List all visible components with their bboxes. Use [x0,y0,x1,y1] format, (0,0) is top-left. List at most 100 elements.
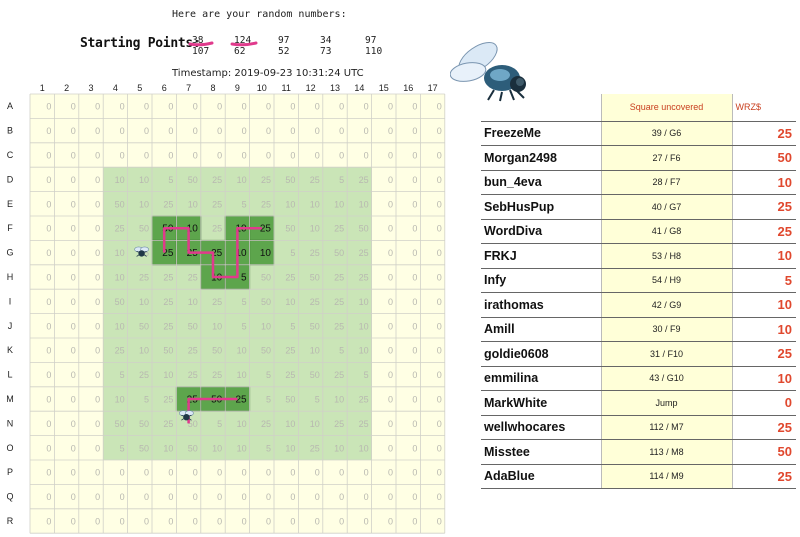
board-cell-value: 25 [285,273,295,283]
board-cell-value: 25 [163,297,173,307]
square-uncovered: 39 / G6 [600,121,733,146]
leaderboard-row: goldie0608 31 / F10 25 [481,341,796,367]
board-cell-value: 5 [242,297,247,307]
wrz-amount: 25 [732,219,796,244]
wrz-amount: 5 [732,268,796,293]
column-header: 11 [282,83,291,93]
board-cell-value: 25 [334,273,344,283]
board-cell-value: 0 [144,517,149,527]
row-header: R [7,516,14,526]
board-cell-value: 25 [163,395,173,405]
player-name: bun_4eva [481,170,601,195]
leaderboard-row: FreezeMe 39 / G6 25 [481,121,796,146]
board-cell-value: 5 [266,443,271,453]
board-cell-value: 0 [412,199,417,209]
board-cell-value: 25 [163,321,173,331]
board-cell-value: 25 [115,346,125,356]
leaderboard: Square uncovered WRZ$ FreezeMe 39 / G6 25 Mor… [481,94,796,489]
board-cell-value: 0 [412,175,417,185]
wrz-amount: 10 [732,170,796,195]
board-cell-value: 0 [412,395,417,405]
timestamp: Timestamp: 2019-09-23 10:31:24 UTC [172,68,364,79]
board-cell-value: 10 [237,175,247,185]
board-cell-value: 0 [193,102,198,112]
board-cell-value: 25 [310,297,320,307]
wrz-amount: 10 [732,243,796,269]
board-cell-value: 0 [242,492,247,502]
wrz-header: WRZ$ [732,94,796,122]
square-uncovered: 31 / F10 [600,341,733,367]
board-cell-value: 0 [71,248,76,258]
board-cell-value: 5 [144,248,149,258]
board-cell-value: 0 [95,443,100,453]
wrz-amount: 10 [732,317,796,342]
board-cell-value: 10 [163,370,173,380]
board-cell-value: 25 [310,175,320,185]
leaderboard-row: bun_4eva 28 / F7 10 [481,170,796,195]
board-cell-value: 0 [315,468,320,478]
board-cell-value: 0 [46,468,51,478]
random-number: 110 [365,46,383,57]
board-cell-value: 5 [290,321,295,331]
board-cell-value: 0 [388,370,393,380]
board-cell-value: 0 [364,126,369,136]
small-fly-icon [134,246,149,257]
square-uncovered: 112 / M7 [600,415,733,440]
board-cell-value: 10 [285,199,295,209]
board-cell-value: 0 [120,492,125,502]
wrz-amount: 25 [732,464,796,489]
board-cell-value: 0 [120,517,125,527]
board-cell-value: 5 [364,370,369,380]
column-header: 6 [162,83,167,93]
board-cell-value: 0 [364,151,369,161]
board-cell-value: 0 [388,517,393,527]
board-cell-value: 0 [412,297,417,307]
random-numbers-caption: Here are your random numbers: [172,9,347,20]
leaderboard-header: Square uncovered WRZ$ [481,94,796,122]
board-cell-value: 0 [193,492,198,502]
board-cell-value: 10 [334,443,344,453]
board-cell-value: 0 [46,224,51,234]
board-cell-value: 0 [315,151,320,161]
board-cell-value: 10 [310,419,320,429]
board-cell-value: 0 [193,468,198,478]
board-cell-value: 10 [139,199,149,209]
board-cell-value: 0 [437,102,442,112]
wrz-amount: 0 [732,390,796,416]
board-cell-value: 5 [242,199,247,209]
board-cell-value: 0 [95,248,100,258]
board-cell-value: 0 [315,492,320,502]
column-header: 12 [306,83,316,93]
wrz-amount: 25 [732,121,796,146]
random-number: 124 [234,35,252,46]
board-cell-value: 0 [437,443,442,453]
board-cell-value: 0 [71,419,76,429]
board-cell-value: 50 [310,273,320,283]
board-cell-value: 0 [388,297,393,307]
board-cell-value: 0 [437,297,442,307]
random-number: 62 [234,46,246,57]
board-cell-value: 0 [437,126,442,136]
board-cell-value: 25 [163,199,173,209]
number-underlines [188,41,258,47]
board-cell-value: 0 [364,492,369,502]
board-cell-value: 0 [437,175,442,185]
board-cell-value: 0 [388,102,393,112]
board-cell-value: 10 [115,248,125,258]
column-header: 7 [186,83,191,93]
leaderboard-row: MarkWhite Jump 0 [481,390,796,416]
board-cell-value: 0 [95,321,100,331]
board-cell-value: 50 [163,346,173,356]
board-cell-value: 10 [237,346,247,356]
board-cell-value: 0 [46,395,51,405]
random-number: 97 [365,35,377,46]
board-cell-value: 25 [235,395,247,406]
board-cell-value: 10 [359,321,369,331]
board-cell-value: 25 [139,370,149,380]
board-cell-value: 0 [46,346,51,356]
board-cell-value: 0 [168,492,173,502]
player-name: Misstee [481,439,601,465]
board-cell-value: 0 [290,151,295,161]
board-cell-value: 0 [144,102,149,112]
board-cell-value: 0 [71,273,76,283]
